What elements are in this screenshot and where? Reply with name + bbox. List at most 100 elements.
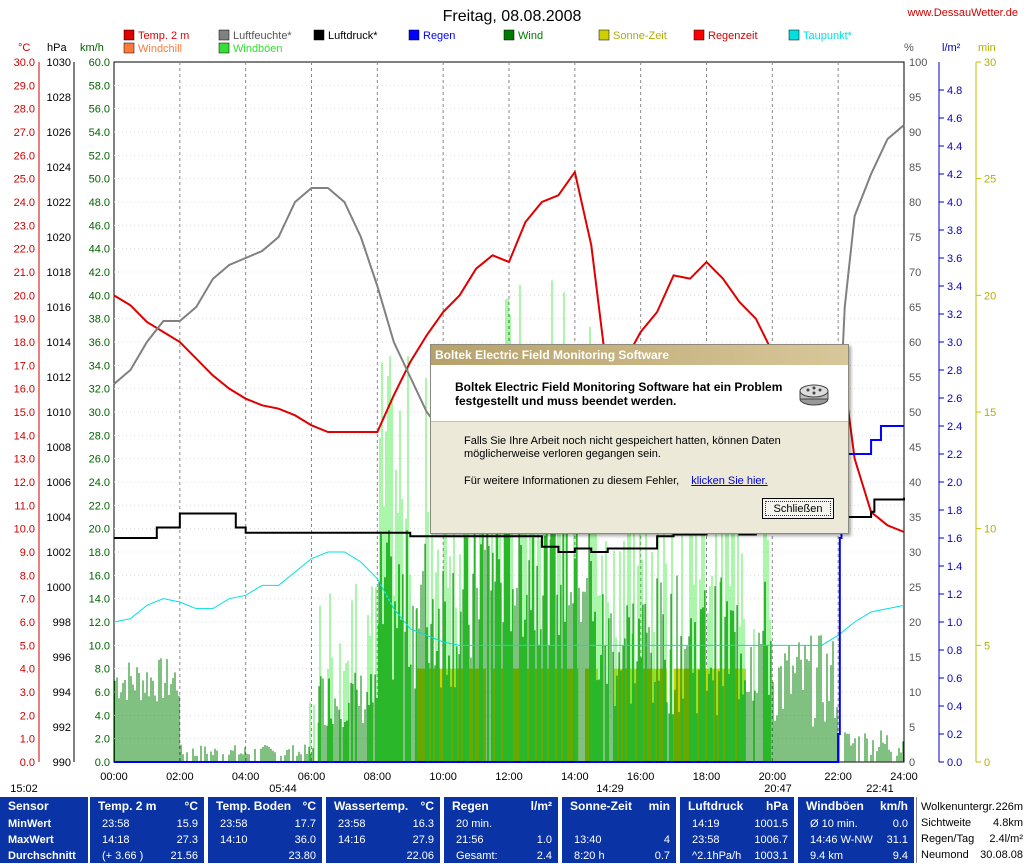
wind-tick-label: 18.0 — [89, 547, 110, 559]
x-tick-label: 10:00 — [429, 771, 457, 783]
col-cell-left: 20 min. — [456, 818, 493, 830]
sensor-title: Sensor — [8, 799, 49, 813]
rain-tick-label: 2.4 — [947, 421, 962, 433]
col-cell-right: 23.80 — [288, 850, 316, 862]
temp-tick-label: 2.0 — [20, 710, 35, 722]
col-cell-left: 23:58 — [338, 818, 366, 830]
pressure-tick-label: 990 — [53, 757, 71, 769]
temp-tick-label: 3.0 — [20, 687, 35, 699]
dialog-info-line: Für weitere Informationen zu diesem Fehl… — [464, 475, 768, 487]
wind-tick-label: 52.0 — [89, 150, 110, 162]
temp-tick-label: 26.0 — [14, 150, 35, 162]
pressure-tick-label: 1008 — [47, 442, 71, 454]
time-marker: 15:02 — [10, 783, 38, 795]
humidity-tick-label: 70 — [909, 267, 921, 279]
temp-tick-label: 25.0 — [14, 174, 35, 186]
sun-tick-label: 15 — [984, 407, 996, 419]
col-cell-left: ^2.1hPa/h — [692, 850, 742, 862]
wind-tick-label: 22.0 — [89, 500, 110, 512]
col-cell-right: 21.56 — [170, 850, 198, 862]
temp-tick-label: 8.0 — [20, 570, 35, 582]
humidity-tick-label: 5 — [909, 722, 915, 734]
col-cell-left: 14:19 — [692, 818, 720, 830]
x-tick-label: 24:00 — [890, 771, 918, 783]
pressure-tick-label: 1020 — [47, 232, 71, 244]
wind-tick-label: 34.0 — [89, 360, 110, 372]
x-tick-label: 14:00 — [561, 771, 589, 783]
extra-label-2: Regen/Tag — [921, 833, 975, 845]
pressure-tick-label: 998 — [53, 617, 71, 629]
legend-label: Windchill — [138, 43, 182, 55]
dialog-link[interactable]: klicken Sie hier. — [691, 475, 768, 487]
wind-tick-label: 58.0 — [89, 80, 110, 92]
extra-value-1: 4.8km — [993, 817, 1023, 829]
table-col-sensor: Sensor MinWert MaxWert Durchschnitt — [0, 797, 88, 863]
temp-tick-label: 12.0 — [14, 477, 35, 489]
table-col-extra: Wolkenuntergr. 226m Sichtweite 4.8km Regen… — [916, 797, 1024, 863]
col-cell-right: 0.0 — [892, 818, 908, 830]
series-line — [113, 551, 905, 646]
pressure-tick-label: 1030 — [47, 57, 71, 69]
col-cell-right: 36.0 — [294, 834, 316, 846]
temp-tick-label: 0.0 — [20, 757, 35, 769]
wind-tick-label: 8.0 — [95, 664, 110, 676]
wind-tick-label: 36.0 — [89, 337, 110, 349]
col-title: Regen — [452, 799, 489, 813]
humidity-tick-label: 25 — [909, 582, 921, 594]
wind-tick-label: 48.0 — [89, 197, 110, 209]
x-tick-label: 02:00 — [166, 771, 194, 783]
rain-tick-label: 3.4 — [947, 281, 962, 293]
pressure-tick-label: 1022 — [47, 197, 71, 209]
col-cell-left: 13:40 — [574, 834, 602, 846]
temp-tick-label: 1.0 — [20, 734, 35, 746]
wind-tick-label: 26.0 — [89, 454, 110, 466]
col-unit: °C — [184, 799, 198, 813]
humidity-tick-label: 40 — [909, 477, 921, 489]
legend-label: Luftdruck* — [328, 30, 378, 42]
rain-tick-label: 3.0 — [947, 337, 962, 349]
col-cell-left: 8:20 h — [574, 850, 605, 862]
table-col-windboen: Windböen km/h Ø 10 min. 0.0 14:46 W-NW 31.1 9.… — [798, 797, 914, 863]
x-tick-label: 06:00 — [298, 771, 326, 783]
humidity-tick-label: 15 — [909, 652, 921, 664]
col-unit: °C — [302, 799, 316, 813]
unit-wind: km/h — [80, 42, 104, 54]
legend-swatch — [123, 42, 135, 54]
col-cell-right: 22.06 — [406, 850, 434, 862]
rain-tick-label: 1.2 — [947, 589, 962, 601]
legend-label: Windböen — [233, 43, 283, 55]
wind-tick-label: 30.0 — [89, 407, 110, 419]
rain-tick-label: 3.8 — [947, 225, 962, 237]
humidity-tick-label: 35 — [909, 512, 921, 524]
legend-label: Wind — [518, 30, 543, 42]
temp-tick-label: 21.0 — [14, 267, 35, 279]
rain-tick-label: 1.8 — [947, 505, 962, 517]
temp-tick-label: 27.0 — [14, 127, 35, 139]
sunshine-bar — [492, 668, 496, 762]
temp-tick-label: 7.0 — [20, 594, 35, 606]
col-title: Wassertemp. — [334, 799, 409, 813]
temp-tick-label: 11.0 — [14, 500, 35, 512]
legend-swatch — [693, 29, 705, 41]
pressure-tick-label: 992 — [53, 722, 71, 734]
site-link[interactable]: www.DessauWetter.de — [907, 7, 1018, 19]
unit-temp: °C — [18, 42, 30, 54]
col-cell-right: 16.3 — [412, 818, 434, 830]
col-cell-left: Ø 10 min. — [810, 818, 858, 830]
temp-tick-label: 17.0 — [14, 360, 35, 372]
temp-tick-label: 19.0 — [14, 314, 35, 326]
wind-tick-label: 12.0 — [89, 617, 110, 629]
temp-tick-label: 20.0 — [14, 290, 35, 302]
legend-swatch — [503, 29, 515, 41]
close-button[interactable]: Schließen — [762, 498, 834, 519]
rain-tick-label: 0.4 — [947, 701, 962, 713]
col-cell-left: 23:58 — [692, 834, 720, 846]
col-unit: l/m² — [530, 799, 552, 813]
col-cell-left: 9.4 km — [810, 850, 844, 862]
humidity-tick-label: 50 — [909, 407, 921, 419]
rain-tick-label: 2.0 — [947, 477, 962, 489]
col-cell-right: 1003.1 — [754, 850, 788, 862]
temp-tick-label: 13.0 — [14, 454, 35, 466]
rain-tick-label: 4.0 — [947, 197, 962, 209]
wind-tick-label: 4.0 — [95, 710, 110, 722]
